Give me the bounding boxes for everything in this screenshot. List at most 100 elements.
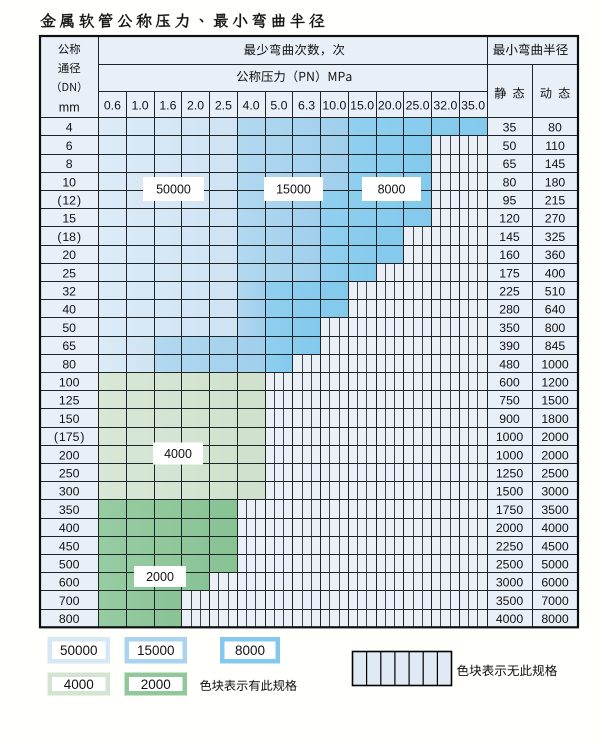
svg-text:25.0: 25.0	[406, 98, 430, 112]
svg-text:32.0: 32.0	[433, 98, 457, 112]
svg-text:600: 600	[59, 576, 80, 590]
svg-text:300: 300	[59, 485, 80, 499]
svg-text:95: 95	[503, 194, 517, 208]
svg-text:110: 110	[545, 139, 565, 153]
svg-text:65: 65	[503, 157, 517, 171]
svg-text:200: 200	[59, 448, 80, 462]
svg-text:50: 50	[62, 321, 76, 335]
svg-text:4: 4	[66, 121, 73, 135]
svg-text:145: 145	[499, 230, 520, 244]
svg-text:50000: 50000	[60, 643, 98, 658]
svg-text:225: 225	[499, 285, 520, 299]
svg-text:2500: 2500	[541, 467, 569, 481]
svg-text:3000: 3000	[541, 485, 569, 499]
svg-text:150: 150	[59, 412, 80, 426]
svg-text:500: 500	[59, 558, 80, 572]
svg-text:900: 900	[499, 412, 520, 426]
svg-text:1250: 1250	[496, 467, 524, 481]
svg-text:180: 180	[545, 175, 566, 189]
svg-text:50000: 50000	[156, 183, 191, 197]
svg-text:360: 360	[545, 248, 566, 262]
svg-text:4000: 4000	[541, 521, 569, 535]
svg-text:450: 450	[59, 539, 80, 553]
svg-text:4000: 4000	[496, 612, 524, 626]
svg-text:80: 80	[62, 357, 76, 371]
svg-text:15.0: 15.0	[350, 98, 374, 112]
svg-text:800: 800	[59, 612, 80, 626]
svg-text:80: 80	[503, 175, 517, 189]
svg-text:15000: 15000	[137, 643, 175, 658]
svg-text:350: 350	[499, 321, 520, 335]
svg-text:2000: 2000	[146, 570, 174, 584]
svg-text:8000: 8000	[378, 183, 406, 197]
svg-text:250: 250	[59, 467, 80, 481]
svg-text:350: 350	[59, 503, 80, 517]
svg-text:3000: 3000	[496, 576, 524, 590]
svg-text:8000: 8000	[235, 643, 265, 658]
svg-text:(12): (12)	[57, 194, 81, 208]
svg-text:mm: mm	[59, 101, 80, 115]
svg-text:25: 25	[62, 266, 76, 280]
svg-text:6.3: 6.3	[298, 98, 315, 112]
svg-text:2000: 2000	[496, 521, 524, 535]
svg-text:750: 750	[499, 394, 520, 408]
svg-text:4.0: 4.0	[243, 98, 260, 112]
svg-text:7000: 7000	[541, 594, 569, 608]
svg-text:400: 400	[545, 266, 566, 280]
svg-text:2.5: 2.5	[215, 98, 232, 112]
svg-text:2000: 2000	[541, 430, 569, 444]
svg-text:10: 10	[62, 175, 76, 189]
svg-text:15000: 15000	[276, 183, 311, 197]
svg-text:480: 480	[499, 357, 520, 371]
svg-text:2.0: 2.0	[187, 98, 204, 112]
svg-text:4000: 4000	[64, 677, 94, 692]
svg-text:65: 65	[62, 339, 76, 353]
svg-text:4500: 4500	[541, 539, 569, 553]
svg-text:845: 845	[545, 339, 566, 353]
svg-text:510: 510	[545, 285, 566, 299]
svg-text:3500: 3500	[496, 594, 524, 608]
svg-text:1200: 1200	[541, 376, 569, 390]
svg-text:20: 20	[62, 248, 76, 262]
svg-text:35: 35	[503, 121, 517, 135]
svg-text:6000: 6000	[541, 576, 569, 590]
svg-text:270: 270	[545, 212, 566, 226]
svg-text:35.0: 35.0	[461, 98, 485, 112]
svg-text:40: 40	[62, 303, 76, 317]
svg-text:700: 700	[59, 594, 80, 608]
svg-text:215: 215	[545, 194, 566, 208]
svg-text:1500: 1500	[496, 485, 524, 499]
svg-text:2000: 2000	[141, 677, 171, 692]
svg-text:640: 640	[545, 303, 566, 317]
svg-text:1.6: 1.6	[159, 98, 176, 112]
svg-text:2500: 2500	[496, 558, 524, 572]
svg-text:145: 145	[545, 157, 566, 171]
svg-text:6: 6	[66, 139, 73, 153]
svg-text:32: 32	[62, 285, 76, 299]
svg-text:1750: 1750	[496, 503, 524, 517]
svg-text:50: 50	[503, 139, 517, 153]
svg-text:2250: 2250	[496, 539, 524, 553]
svg-text:175: 175	[499, 266, 520, 280]
svg-text:160: 160	[499, 248, 520, 262]
svg-text:800: 800	[545, 321, 566, 335]
svg-text:125: 125	[59, 394, 80, 408]
svg-text:280: 280	[499, 303, 520, 317]
svg-text:3500: 3500	[541, 503, 569, 517]
svg-text:600: 600	[499, 376, 520, 390]
svg-text:1500: 1500	[541, 394, 569, 408]
svg-text:5.0: 5.0	[270, 98, 287, 112]
svg-text:8000: 8000	[541, 612, 569, 626]
svg-text:5000: 5000	[541, 558, 569, 572]
svg-text:1000: 1000	[541, 357, 569, 371]
svg-text:20.0: 20.0	[378, 98, 402, 112]
svg-text:1800: 1800	[541, 412, 569, 426]
svg-text:1.0: 1.0	[132, 98, 149, 112]
svg-text:400: 400	[59, 521, 80, 535]
svg-text:1000: 1000	[496, 448, 524, 462]
svg-text:390: 390	[499, 339, 520, 353]
svg-text:0.6: 0.6	[104, 98, 121, 112]
svg-text:120: 120	[499, 212, 520, 226]
svg-text:325: 325	[545, 230, 566, 244]
svg-text:1000: 1000	[496, 430, 524, 444]
